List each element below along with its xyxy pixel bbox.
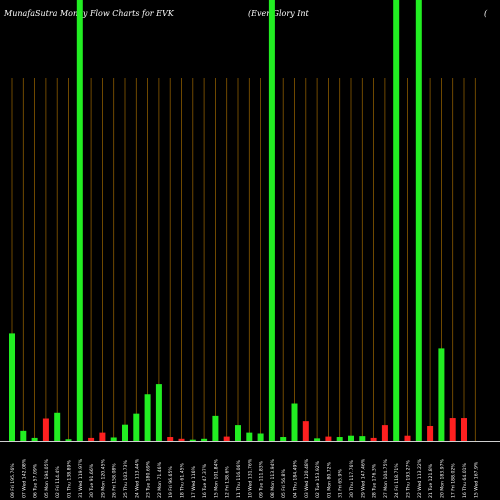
x-tick-label: 26 Fri 158.08%	[112, 463, 118, 498]
x-tick-label: 27 Mon 104.75%	[383, 458, 389, 498]
x-tick-label: 06 Tue 57.09%	[33, 463, 39, 498]
bar	[223, 436, 230, 441]
bar	[9, 333, 15, 441]
bar	[189, 439, 196, 441]
bar	[257, 433, 264, 441]
bar	[370, 437, 377, 441]
bar	[302, 421, 309, 441]
bar	[42, 418, 49, 441]
x-tick-label: 17 Wed 116%	[191, 465, 197, 498]
bar	[348, 435, 354, 441]
x-tick-label: 02 Fri 114.4%	[55, 466, 61, 498]
bar	[325, 436, 332, 441]
x-tick-label: 03 Wed 120.48%	[304, 458, 310, 498]
x-tick-label: 18 Thu 61.45%	[180, 462, 186, 498]
bar	[314, 438, 321, 441]
bar	[246, 432, 253, 441]
x-tick-label: 01 Mon 80.72%	[326, 461, 332, 498]
bar	[178, 438, 185, 441]
x-tick-label: 22 Mon 71.46%	[157, 461, 163, 498]
bar	[99, 432, 106, 441]
bar	[201, 438, 208, 441]
bar	[268, 0, 275, 441]
chart-title-far: (	[484, 9, 488, 18]
x-tick-label: 28 Tue 176.3%	[372, 463, 378, 498]
bar	[212, 415, 219, 441]
bar	[20, 430, 27, 441]
bar	[54, 412, 61, 441]
x-tick-label: 15 Mon 101.84%	[213, 458, 219, 498]
bar	[144, 394, 151, 441]
x-tick-label: 07 Wed 142.08%	[21, 458, 27, 498]
bar	[167, 437, 174, 441]
bar	[280, 437, 287, 441]
x-tick-label: 29 Wed 147.46%	[360, 458, 366, 498]
x-tick-label: 05 Mon 194.05%	[44, 458, 50, 498]
x-tick-label: 08 Mon 113.94%	[270, 458, 276, 498]
bar	[415, 0, 422, 441]
bar	[31, 437, 38, 441]
bar	[133, 413, 140, 441]
x-tick-label: 12 Fri 138.6%	[225, 466, 231, 498]
bar	[438, 348, 445, 441]
x-tick-label: 11 Thu 116.06%	[236, 460, 242, 498]
bar	[336, 437, 343, 441]
chart-title-right: (Ever Glory Int	[248, 9, 309, 18]
x-tick-label: 22 Wed 113.22%	[417, 458, 423, 498]
bar	[65, 439, 72, 441]
x-tick-label: 24 Fri 118.71%	[394, 463, 400, 498]
x-tick-label: 17 Fri 188.02%	[451, 463, 457, 498]
x-tick-label: 09 Tue 111.83%	[259, 460, 265, 498]
bar	[235, 425, 241, 441]
bar	[291, 403, 298, 441]
x-tick-label: 30 Thu 117.76%	[349, 460, 355, 498]
bar	[461, 418, 467, 441]
x-tick-label: 04 Thu 184.49%	[293, 460, 299, 498]
x-tick-label: 23 Tue 180.69%	[146, 460, 152, 498]
x-tick-label: 16 Tue 47.37%	[202, 463, 208, 498]
x-tick-label: 02 Tue 153.92%	[315, 460, 321, 498]
x-tick-label: 21 Tue 121.8%	[428, 463, 434, 498]
x-tick-label: 10 Wed 131.76%	[247, 458, 253, 498]
x-tick-label: 25 Thu 103.73%	[123, 460, 129, 498]
x-tick-label: 31 Wed 119.97%	[78, 458, 84, 498]
bar	[404, 435, 411, 441]
x-tick-label: 24 Wed 113.44%	[134, 458, 140, 498]
x-tick-label: 23 Thu 193.27%	[406, 460, 412, 498]
bar	[381, 425, 388, 441]
x-tick-label: 09 Fri 195.76%	[10, 463, 16, 498]
bar	[88, 437, 95, 441]
x-tick-label: 16 Thu 64.01%	[462, 462, 468, 498]
x-tick-label: 15 Wed 167.9%	[473, 461, 479, 498]
x-tick-label: 31 Fri 65.9%	[338, 469, 344, 498]
x-tick-label: 20 Mon 183.97%	[439, 458, 445, 498]
bar	[449, 418, 456, 441]
x-tick-label: 29 Mon 120.45%	[100, 458, 106, 498]
bar	[427, 426, 434, 441]
bar	[76, 0, 83, 441]
x-tick-label: 19 Fri 96.65%	[168, 466, 174, 498]
bar	[122, 424, 128, 441]
bar	[359, 436, 366, 441]
bar	[155, 384, 162, 441]
bar	[393, 0, 400, 441]
x-tick-label: 30 Tue 91.66%	[89, 463, 95, 498]
chart-title-left: MunafaSutra Money Flow Charts for EVK	[4, 9, 174, 18]
x-tick-label: 01 Thu 138.89%	[67, 460, 73, 498]
x-tick-label: 05 Fri 56.8%	[281, 469, 287, 498]
bar	[110, 437, 117, 441]
